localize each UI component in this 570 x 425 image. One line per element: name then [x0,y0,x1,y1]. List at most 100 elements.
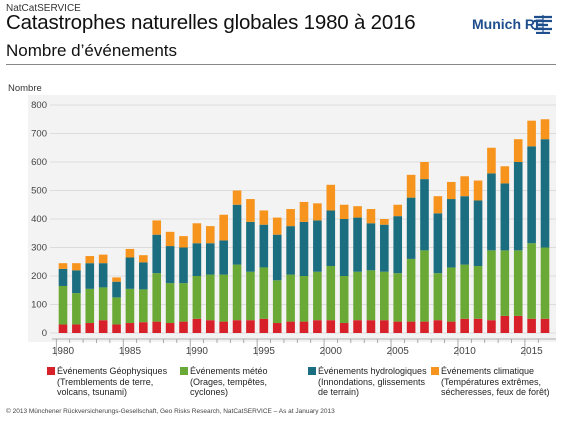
legend-swatch [431,367,439,375]
bar-segment-meteorological [152,273,162,322]
bar-segment-geophysical [420,321,429,333]
bar-segment-hydrological [313,220,322,272]
bar-segment-meteorological [326,266,336,321]
bar-segment-meteorological [205,274,215,321]
bar-segment-hydrological [72,270,81,294]
y-tick-label: 300 [31,243,47,254]
bar-segment-meteorological [433,273,443,321]
bar-segment-climatological [272,217,282,235]
bar-segment-hydrological [460,196,469,265]
bar-segment-hydrological [420,179,429,251]
bar-segment-geophysical [500,315,510,333]
bar-segment-meteorological [286,274,295,322]
bar-segment-meteorological [420,250,429,322]
bar-segment-hydrological [272,234,282,281]
bar-segment-climatological [446,181,456,200]
bar-segment-hydrological [246,221,255,272]
x-tick-label: 2010 [454,346,477,357]
bar-segment-geophysical [326,320,336,333]
bar-segment-hydrological [58,268,68,286]
legend-label: Événements Géophysiques (Tremblements de… [57,366,168,397]
y-tick-label: 0 [42,328,47,339]
bar-segment-hydrological [353,217,362,272]
bar-segment-meteorological [179,283,188,322]
bar-segment-meteorological [393,273,403,322]
y-tick-label: 600 [31,157,47,168]
bar-segment-hydrological [179,247,188,284]
bar-segment-meteorological [58,285,68,325]
bar-segment-meteorological [165,283,175,324]
bar-segment-hydrological [219,240,228,275]
page-title: Catastrophes naturelles globales 1980 à … [6,11,416,34]
bar-segment-climatological [527,120,536,147]
x-tick-label: 2005 [387,346,410,357]
bar-segment-hydrological [366,223,376,271]
bar-segment-hydrological [125,257,135,289]
bar-segment-climatological [487,147,496,174]
bar-segment-climatological [513,139,523,162]
bar-segment-meteorological [313,271,322,321]
bar-segment-climatological [286,209,295,227]
bar-segment-hydrological [339,219,349,276]
bar-segment-meteorological [299,276,309,322]
bar-segment-geophysical [139,322,148,333]
bar-segment-hydrological [393,216,403,274]
bar-segment-geophysical [353,320,362,333]
bar-segment-hydrological [446,199,456,268]
bar-segment-climatological [299,201,309,222]
munich-re-logo-icon [534,15,552,34]
bar-segment-meteorological [380,271,389,321]
bar-segment-climatological [406,174,416,198]
bar-segment-geophysical [58,324,68,333]
bar-segment-meteorological [366,270,376,321]
legend-label: Événements météo (Orages, tempêtes, cycl… [190,366,268,397]
bar-segment-climatological [139,255,148,263]
title-divider [6,64,556,65]
bar-segment-meteorological [246,271,255,321]
bar-segment-meteorological [339,276,349,324]
bar-segment-climatological [259,210,269,225]
bar-segment-hydrological [433,213,443,274]
bar-segment-climatological [179,236,188,248]
bar-segment-meteorological [232,264,242,321]
bar-segment-hydrological [152,234,162,274]
bar-segment-climatological [219,214,228,241]
bar-segment-geophysical [192,318,202,333]
bar-segment-geophysical [219,321,228,333]
bar-segment-geophysical [98,320,108,333]
bar-segment-geophysical [513,315,523,333]
bar-segment-meteorological [139,289,148,323]
bar-segment-hydrological [487,173,496,251]
bar-segment-geophysical [339,323,349,333]
bar-segment-geophysical [165,323,175,333]
bar-segment-geophysical [473,318,483,333]
x-tick-label: 1995 [253,346,276,357]
bar-segment-climatological [420,162,429,180]
bar-segment-hydrological [286,226,295,275]
bar-segment-climatological [72,263,81,271]
bar-segment-meteorological [192,276,202,319]
bar-segment-geophysical [366,320,376,333]
bar-segment-hydrological [259,224,269,268]
bar-segment-meteorological [272,280,282,324]
bar-segment-meteorological [259,267,269,319]
bar-segment-geophysical [433,320,443,333]
bar-segment-geophysical [152,321,162,333]
bar-segment-climatological [85,256,95,264]
bar-segment-climatological [326,184,336,211]
bar-segment-geophysical [232,320,242,333]
bar-segment-meteorological [446,267,456,322]
bar-segment-climatological [313,203,322,221]
bar-segment-hydrological [98,263,108,288]
bar-segment-geophysical [125,323,135,333]
bar-segment-hydrological [513,162,523,251]
bar-segment-hydrological [380,224,389,272]
bar-segment-climatological [98,254,108,264]
bar-segment-climatological [473,180,483,201]
x-tick-label: 2000 [320,346,343,357]
bar-segment-geophysical [527,318,536,333]
bar-segment-hydrological [527,146,536,244]
bar-segment-geophysical [179,321,188,333]
bar-segment-geophysical [85,323,95,333]
